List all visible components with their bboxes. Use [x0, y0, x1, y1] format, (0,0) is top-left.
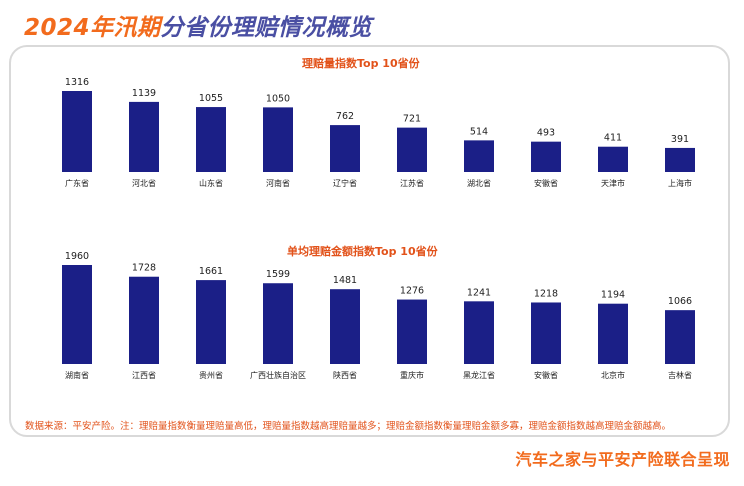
category-label: 安徽省 — [534, 370, 558, 380]
data-label: 1194 — [601, 290, 625, 301]
category-label: 黑龙江省 — [463, 370, 495, 380]
category-label: 江苏省 — [400, 178, 424, 188]
data-label: 1218 — [534, 288, 558, 299]
bar — [62, 91, 92, 172]
data-label: 1960 — [65, 251, 89, 262]
data-label: 1050 — [266, 93, 290, 104]
data-label: 1066 — [668, 296, 692, 307]
category-label: 吉林省 — [668, 370, 692, 380]
bar — [665, 310, 695, 364]
category-label: 河北省 — [132, 178, 156, 188]
bar — [129, 101, 159, 172]
category-label: 湖北省 — [467, 178, 491, 188]
data-label: 1276 — [400, 286, 424, 297]
data-label: 411 — [604, 133, 622, 144]
category-label: 上海市 — [668, 178, 692, 188]
data-label: 762 — [336, 111, 354, 122]
chart-amount: 1960 湖南省 1728 江西省 1661 贵州省 1599 广西壮族自治区 1481 陕西省 1… — [62, 251, 695, 380]
bar — [464, 140, 494, 172]
chart-volume: 1316 广东省 1139 河北省 1055 山东省 1050 河南省 762 辽宁省 721 江苏省… — [62, 77, 695, 188]
bar — [598, 146, 628, 172]
category-label: 广东省 — [65, 178, 89, 188]
category-label: 安徽省 — [534, 178, 558, 188]
bar — [598, 303, 628, 364]
bar — [330, 289, 360, 364]
data-label: 1728 — [132, 263, 156, 274]
bar — [263, 283, 293, 364]
footnote: 数据来源：平安产险。注：理赔量指数衡量理赔量高低，理赔量指数越高理赔量越多；理赔… — [25, 421, 672, 432]
bar — [196, 280, 226, 364]
data-label: 391 — [671, 134, 689, 145]
data-label: 721 — [403, 114, 421, 125]
category-label: 山东省 — [199, 178, 223, 188]
category-label: 江西省 — [132, 370, 156, 380]
category-label: 贵州省 — [199, 370, 223, 380]
category-label: 广西壮族自治区 — [250, 370, 306, 380]
bar — [397, 127, 427, 172]
title-highlight: 2024年汛期 — [24, 15, 161, 41]
bar — [397, 299, 427, 364]
bar — [263, 107, 293, 172]
category-label: 辽宁省 — [333, 178, 357, 188]
bar — [196, 107, 226, 172]
chart-title-claims-amount: 单均理赔金额指数Top 10省份 — [287, 245, 438, 258]
category-label: 湖南省 — [65, 370, 89, 380]
bar — [464, 301, 494, 364]
title-rest: 分省份理赔情况概览 — [160, 15, 373, 41]
data-label: 1055 — [199, 93, 223, 104]
data-label: 1316 — [65, 77, 89, 88]
data-label: 514 — [470, 126, 488, 137]
page-title: 2024年汛期分省份理赔情况概览 — [24, 8, 372, 42]
data-label: 1599 — [266, 269, 290, 280]
data-label: 493 — [537, 128, 555, 139]
bar — [129, 276, 159, 364]
category-label: 陕西省 — [333, 370, 357, 380]
data-label: 1661 — [199, 266, 223, 277]
data-label: 1241 — [467, 287, 491, 298]
bar — [531, 302, 561, 364]
category-label: 河南省 — [266, 178, 290, 188]
data-label: 1139 — [132, 88, 156, 99]
category-label: 重庆市 — [400, 370, 424, 380]
category-label: 天津市 — [601, 178, 625, 188]
bar — [531, 141, 561, 172]
chart-title-claims-volume: 理赔量指数Top 10省份 — [302, 57, 420, 70]
bar — [330, 125, 360, 172]
data-label: 1481 — [333, 275, 357, 286]
bar — [665, 147, 695, 172]
bar — [62, 265, 92, 364]
category-label: 北京市 — [601, 370, 625, 380]
credit-text: 汽车之家与平安产险联合呈现 — [515, 450, 730, 469]
